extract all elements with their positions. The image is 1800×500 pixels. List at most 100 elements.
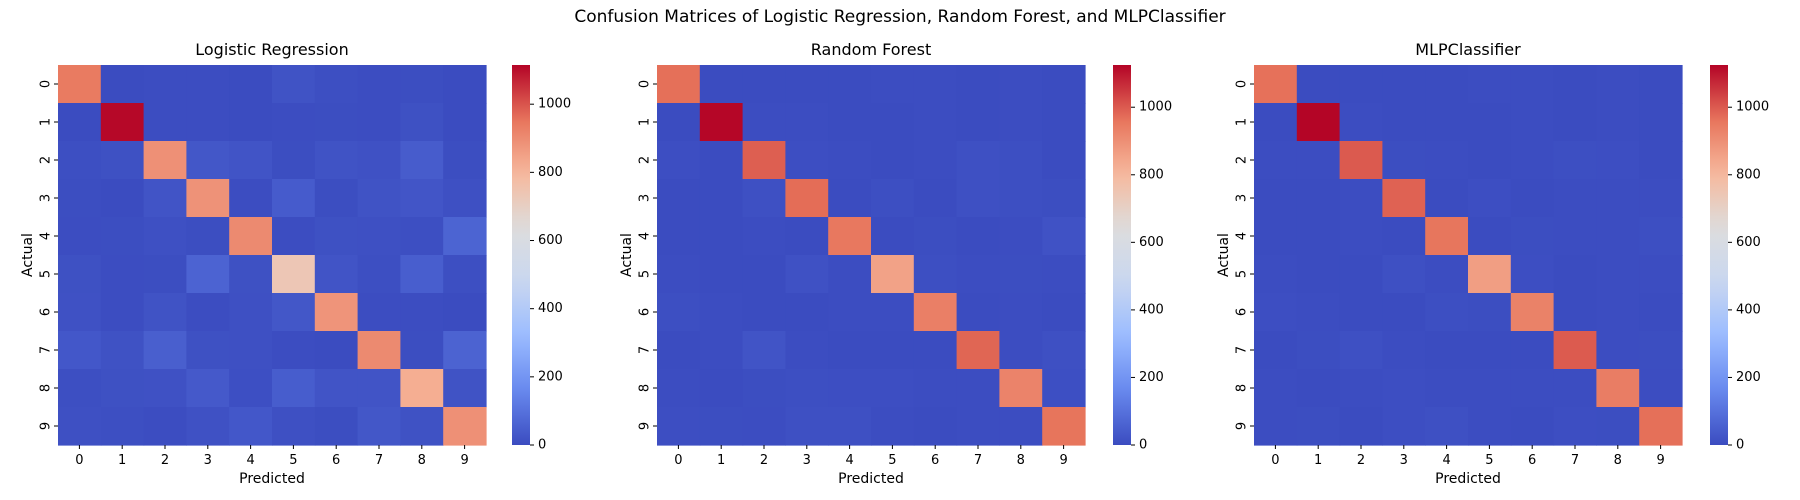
heatmap-cell xyxy=(1382,65,1426,104)
heatmap-cell xyxy=(1510,217,1555,256)
heatmap-cell xyxy=(1296,369,1341,408)
heatmap-cell xyxy=(100,217,145,256)
colorbar-tick-label: 0 xyxy=(1139,438,1147,453)
heatmap-cell xyxy=(314,369,359,408)
panel-title: MLPClassifier xyxy=(1415,40,1521,59)
heatmap-cell xyxy=(1639,293,1683,332)
y-tick-label: 6 xyxy=(638,308,653,316)
heatmap-cell xyxy=(785,65,829,104)
heatmap-cell xyxy=(1339,141,1383,180)
y-tick-label: 0 xyxy=(638,80,653,88)
y-axis-label: Actual xyxy=(1216,233,1232,277)
heatmap-cell xyxy=(1382,103,1426,142)
heatmap-cell xyxy=(1510,293,1555,332)
heatmap-cell xyxy=(699,293,744,332)
heatmap-cell xyxy=(699,65,744,104)
heatmap-cell xyxy=(913,179,958,218)
heatmap-cell xyxy=(400,369,444,408)
heatmap-cell xyxy=(785,217,829,256)
heatmap-cell xyxy=(1553,369,1597,408)
heatmap-cell xyxy=(999,103,1043,142)
heatmap-cell xyxy=(956,331,1000,370)
heatmap-cell xyxy=(443,179,487,218)
colorbar-tick-label: 600 xyxy=(1736,235,1761,250)
heatmap-cell xyxy=(657,217,701,256)
heatmap-cell xyxy=(1639,217,1683,256)
heatmap-cell xyxy=(186,103,230,142)
heatmap-cell xyxy=(913,407,958,446)
heatmap-cell xyxy=(1425,65,1469,104)
y-tick-label: 4 xyxy=(39,232,54,240)
heatmap-cell xyxy=(1339,293,1383,332)
heatmap-cell xyxy=(1553,179,1597,218)
heatmap-cell xyxy=(1596,293,1640,332)
heatmap-cell xyxy=(913,103,958,142)
heatmap-cell xyxy=(229,293,273,332)
heatmap-cell xyxy=(1596,65,1640,104)
panel-logistic-regression: Logistic Regression 0 1 2 3 4 5 6 7 8 9 0 1 2 3 4 5 6 7 8 9 P… xyxy=(20,40,571,487)
heatmap-cell xyxy=(314,179,359,218)
heatmap-cell xyxy=(999,217,1043,256)
heatmap-cell xyxy=(1510,331,1555,370)
x-tick-label: 5 xyxy=(888,453,896,468)
heatmap-cell xyxy=(400,293,444,332)
heatmap-cell xyxy=(357,103,401,142)
heatmap-cell xyxy=(699,217,744,256)
heatmap-cell xyxy=(1425,217,1469,256)
heatmap-cell xyxy=(913,331,958,370)
heatmap-cell xyxy=(785,255,829,294)
y-tick-label: 8 xyxy=(638,384,653,392)
heatmap-cell xyxy=(785,369,829,408)
heatmap-cell xyxy=(58,179,102,218)
heatmap-cell xyxy=(58,141,102,180)
heatmap-cell xyxy=(314,255,359,294)
heatmap-cell xyxy=(999,179,1043,218)
heatmap-cell xyxy=(657,255,701,294)
heatmap-cell xyxy=(1425,255,1469,294)
heatmap-cell xyxy=(1510,141,1555,180)
x-tick-label: 2 xyxy=(161,453,169,468)
y-tick-label: 3 xyxy=(39,194,54,202)
heatmap-cell xyxy=(1425,141,1469,180)
heatmap-cell xyxy=(699,179,744,218)
heatmap-cell xyxy=(1339,65,1383,104)
heatmap-cell xyxy=(229,141,273,180)
heatmap-cell xyxy=(1042,293,1086,332)
heatmap-cell xyxy=(1254,103,1298,142)
heatmap-cell xyxy=(913,255,958,294)
heatmap-cell xyxy=(186,179,230,218)
heatmap-cell xyxy=(1042,255,1086,294)
heatmap-cell xyxy=(357,255,401,294)
heatmap-cell xyxy=(1553,103,1597,142)
panel-title: Random Forest xyxy=(811,40,931,59)
heatmap-cell xyxy=(1042,407,1086,446)
panel-mlpclassifier: MLPClassifier 0 1 2 3 4 5 6 7 8 9 0 1 2 3 4 5 6 7 8 9 Predict… xyxy=(1216,40,1769,487)
heatmap-cell xyxy=(314,65,359,104)
heatmap-cell xyxy=(1510,65,1555,104)
heatmap-cell xyxy=(229,407,273,446)
heatmap-cells xyxy=(1254,65,1683,446)
y-tick-label: 9 xyxy=(39,422,54,430)
heatmap-cell xyxy=(272,103,316,142)
heatmap-cell xyxy=(871,217,915,256)
heatmap-cell xyxy=(1042,141,1086,180)
heatmap-cell xyxy=(1254,141,1298,180)
colorbar-tick-label: 400 xyxy=(538,301,563,316)
x-tick-label: 9 xyxy=(1656,453,1664,468)
x-axis-label: Predicted xyxy=(838,471,904,487)
y-tick-label: 5 xyxy=(39,270,54,278)
heatmap-cell xyxy=(785,103,829,142)
heatmap-cell xyxy=(400,179,444,218)
heatmap-cell xyxy=(58,369,102,408)
heatmap-cell xyxy=(999,331,1043,370)
heatmap-cells xyxy=(657,65,1086,446)
heatmap-cell xyxy=(1382,217,1426,256)
heatmap-cell xyxy=(1254,65,1298,104)
heatmap-cell xyxy=(186,407,230,446)
heatmap-cell xyxy=(871,331,915,370)
heatmap-cell xyxy=(999,369,1043,408)
x-tick-label: 8 xyxy=(418,453,426,468)
heatmap-cell xyxy=(742,103,786,142)
figure-title: Confusion Matrices of Logistic Regressio… xyxy=(574,7,1226,27)
heatmap-cell xyxy=(143,141,187,180)
